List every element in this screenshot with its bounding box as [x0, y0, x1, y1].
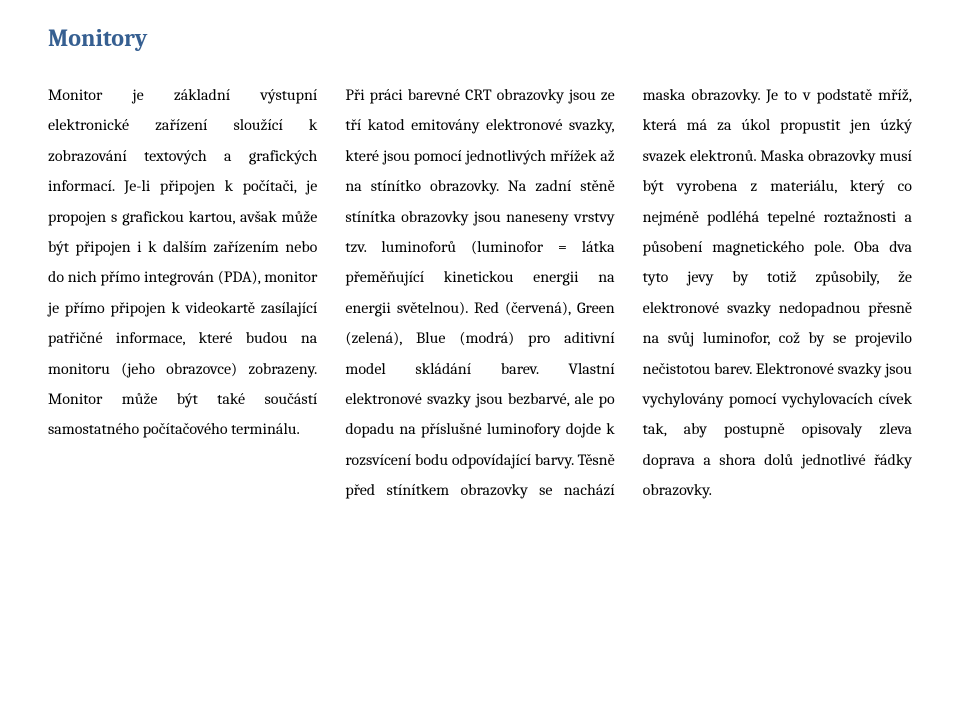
paragraph: Monitor je základní výstupní elektronick… — [48, 80, 317, 445]
body-columns: Monitor je základní výstupní elektronick… — [48, 80, 912, 505]
document-page: Monitory Monitor je základní výstupní el… — [0, 0, 960, 505]
document-title: Monitory — [48, 24, 912, 52]
paragraph: Při práci barevné CRT obrazovky jsou ze … — [345, 80, 912, 505]
